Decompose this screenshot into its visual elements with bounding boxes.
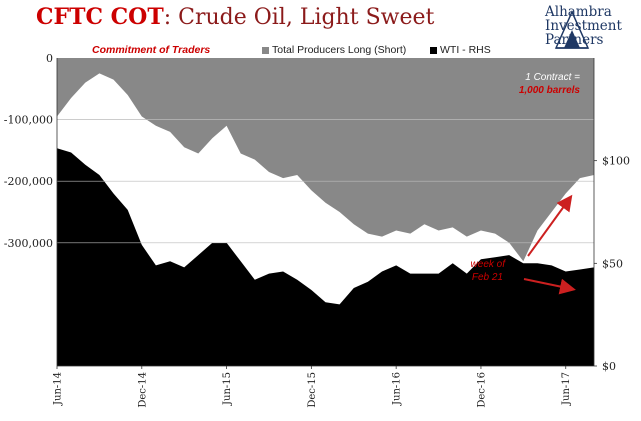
grid-lines [57, 119, 594, 244]
x-tick-label: Jun-16 [392, 372, 403, 406]
wti-area [57, 148, 594, 366]
y-tick-label-left: 0 [46, 52, 53, 65]
y-tick-label-right: $50 [602, 257, 623, 270]
annotation-contract-line1: 1 Contract = [525, 72, 580, 83]
y-tick-label-left: -100,000 [4, 114, 53, 127]
x-tick-label: Jun-14 [53, 372, 64, 406]
arrow-up-icon [527, 194, 573, 257]
plot-area [57, 58, 594, 366]
x-tick-label: Dec-16 [476, 372, 487, 408]
x-tick-label: Jun-15 [222, 372, 233, 406]
y-tick-label-left: -200,000 [4, 175, 53, 188]
annotation-week-line2: Feb 21 [472, 272, 503, 283]
y-tick-label-left: -300,000 [4, 237, 53, 250]
annotation-week-line1: week of [471, 259, 507, 270]
x-tick-label: Dec-14 [137, 372, 148, 408]
alhambra-logo-icon [554, 10, 590, 49]
x-tick-label: Dec-15 [307, 372, 318, 408]
legend-label-wti: WTI - RHS [440, 44, 491, 56]
y-tick-label-right: $100 [602, 155, 630, 168]
title-rest: : Crude Oil, Light Sweet [163, 5, 435, 30]
y-tick-label-right: $0 [602, 360, 616, 373]
annotations: 1 Contract = 1,000 barrels week of Feb 2… [471, 72, 581, 295]
legend-producers: Total Producers Long (Short) [262, 44, 406, 56]
annotation-contract-line2: 1,000 barrels [519, 85, 581, 96]
legend-swatch-producers [262, 46, 269, 54]
legend-swatch-wti [430, 46, 437, 54]
legend-label-producers: Total Producers Long (Short) [272, 44, 407, 56]
axes: 0 -100,000 -200,000 -300,000 $0 $50 $100 Jun-14… [4, 52, 630, 408]
chart-title: CFTC COT: Crude Oil, Light Sweet [36, 4, 434, 30]
logo-text: Alhambra Investment Partners [545, 5, 622, 47]
legend-wti: WTI - RHS [430, 44, 491, 56]
title-highlight: CFTC COT [36, 4, 164, 30]
x-tick-label: Jun-17 [561, 372, 572, 406]
logo-line: Partners [545, 32, 604, 48]
chart-subtitle: Commitment of Traders [92, 44, 211, 56]
logo-line: Alhambra [545, 4, 612, 20]
producers-area [57, 58, 594, 262]
logo-line: Investment [545, 18, 622, 34]
arrow-right-icon [523, 278, 576, 295]
